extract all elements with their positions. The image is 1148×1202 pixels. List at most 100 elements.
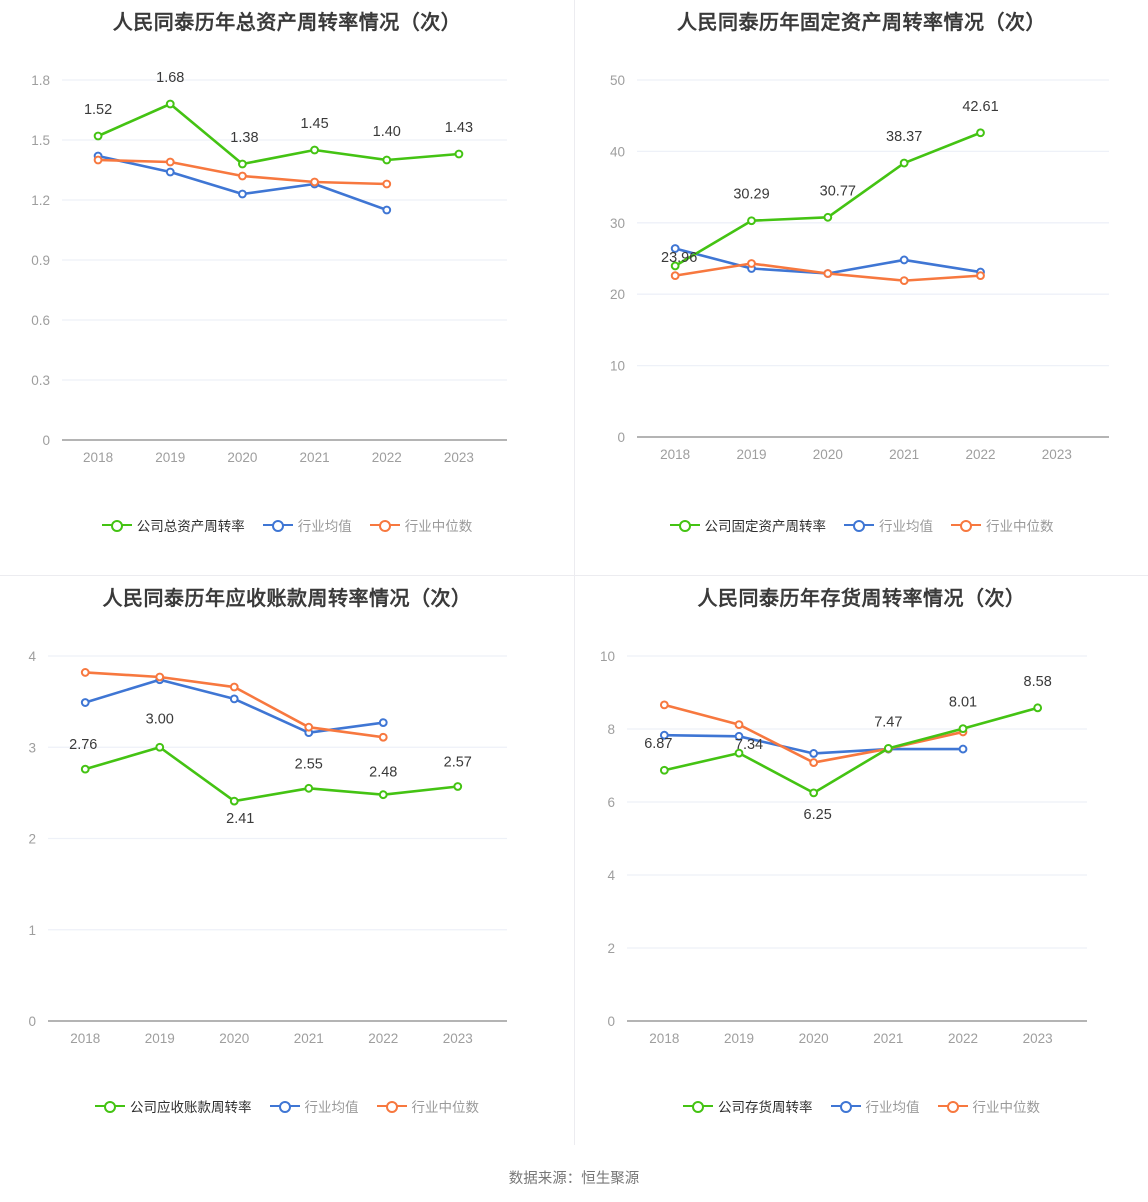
y-axis-tick-label: 1.5 — [31, 133, 50, 148]
legend-circle-icon — [378, 520, 391, 532]
x-axis-tick-label: 2022 — [372, 450, 402, 465]
x-axis-tick-label: 2023 — [443, 1031, 473, 1046]
data-value-label: 2.76 — [69, 737, 97, 753]
data-value-label: 1.52 — [84, 102, 112, 118]
y-axis-tick-label: 2 — [607, 941, 615, 956]
y-axis-tick-label: 1 — [28, 923, 36, 938]
chart-plot-area: 0 10 20 30 40 50 2018 2019 2020 2021 2022 2023 23.96… — [575, 0, 1148, 575]
data-value-label: 1.40 — [373, 124, 401, 140]
legend-item[interactable]: 行业均值 — [262, 515, 352, 535]
legend-item[interactable]: 公司应收账款周转率 — [95, 1096, 252, 1116]
data-value-label: 8.58 — [1024, 674, 1052, 690]
y-axis-tick-label: 2 — [28, 832, 36, 847]
y-axis-tick-label: 10 — [600, 649, 615, 664]
series-line — [663, 706, 1039, 795]
data-value-label: 30.77 — [820, 183, 856, 199]
legend-item[interactable]: 公司总资产周转率 — [101, 515, 245, 535]
x-axis-tick-label: 2020 — [227, 450, 257, 465]
data-value-label: 7.47 — [874, 714, 902, 730]
data-point — [304, 722, 314, 732]
data-point — [809, 758, 819, 767]
data-point — [238, 171, 247, 181]
data-point — [165, 99, 175, 109]
chart-legend: 公司应收账款周转率 行业均值 行业中位数 — [0, 1096, 574, 1116]
data-point — [809, 749, 819, 758]
legend-item[interactable]: 行业中位数 — [951, 515, 1054, 535]
data-value-label: 3.00 — [146, 711, 174, 727]
legend-marker-icon — [101, 518, 132, 532]
legend-item[interactable]: 行业均值 — [830, 1096, 920, 1116]
legend-item[interactable]: 公司固定资产周转率 — [669, 515, 826, 535]
data-point — [238, 189, 247, 199]
legend-item[interactable]: 行业中位数 — [376, 1096, 480, 1116]
data-point — [976, 128, 985, 138]
y-axis-tick-label: 6 — [607, 795, 615, 810]
chart-panel-receivables-turnover: 人民同泰历年应收账款周转率情况（次） 0 1 2 3 4 2018 2019 2020 2021… — [0, 575, 574, 1145]
legend-label: 行业均值 — [865, 1100, 920, 1115]
data-point — [899, 255, 909, 265]
data-point — [899, 158, 909, 168]
y-axis-tick-label: 20 — [610, 287, 625, 302]
y-axis-tick-label: 0.9 — [31, 253, 50, 268]
data-value-label: 1.68 — [156, 70, 184, 86]
legend-circle-icon — [104, 1101, 116, 1113]
y-axis-tick-label: 0.3 — [31, 373, 50, 388]
chart-title: 人民同泰历年应收账款周转率情况（次） — [102, 588, 472, 610]
legend-marker-icon — [951, 518, 981, 532]
legend-item[interactable]: 行业均值 — [269, 1096, 359, 1116]
x-axis-tick-label: 2019 — [155, 450, 185, 465]
legend-circle-icon — [110, 520, 123, 532]
legend-marker-icon — [830, 1099, 861, 1113]
legend-marker-icon — [844, 518, 874, 532]
data-point — [155, 742, 165, 752]
data-point — [382, 155, 392, 165]
data-point — [382, 205, 392, 215]
data-value-label: 1.38 — [230, 130, 258, 146]
legend-marker-icon — [262, 518, 293, 532]
data-point — [378, 732, 388, 742]
chart-title: 人民同泰历年总资产周转率情况（次） — [112, 12, 462, 34]
y-axis-tick-label: 1.2 — [31, 193, 50, 208]
data-point — [382, 179, 392, 189]
data-point — [823, 212, 833, 222]
legend-circle-icon — [271, 520, 284, 532]
data-point — [80, 764, 90, 774]
legend-marker-icon — [369, 518, 400, 532]
data-point — [670, 271, 680, 281]
x-axis-tick-label: 2019 — [724, 1031, 754, 1046]
data-point — [734, 731, 744, 741]
data-point — [378, 718, 388, 728]
x-axis-tick-label: 2021 — [889, 447, 919, 462]
legend-marker-icon — [269, 1099, 300, 1113]
legend-label: 行业中位数 — [411, 1100, 480, 1115]
x-axis-tick-label: 2022 — [368, 1031, 398, 1046]
data-point — [93, 131, 103, 141]
data-point — [93, 155, 103, 165]
legend-item[interactable]: 公司存货周转率 — [683, 1096, 813, 1116]
x-axis-tick-label: 2019 — [736, 447, 766, 462]
data-point — [378, 790, 388, 800]
data-point — [734, 720, 744, 730]
series-line — [96, 102, 461, 166]
y-axis-tick-label: 1.8 — [31, 73, 50, 88]
y-axis-tick-label: 4 — [607, 868, 615, 883]
legend-circle-icon — [278, 1101, 291, 1113]
x-axis-tick-label: 2023 — [1042, 447, 1072, 462]
data-point — [734, 748, 744, 758]
series-line — [83, 745, 460, 803]
chart-title: 人民同泰历年固定资产周转率情况（次） — [677, 12, 1046, 34]
legend-item[interactable]: 行业中位数 — [369, 515, 473, 535]
y-axis-tick-label: 0 — [42, 433, 50, 448]
legend-label: 行业中位数 — [404, 519, 473, 534]
legend-label: 行业均值 — [304, 1100, 359, 1115]
legend-item[interactable]: 行业中位数 — [937, 1096, 1040, 1116]
y-axis-tick-label: 0 — [28, 1014, 36, 1029]
legend-item[interactable]: 行业均值 — [844, 515, 933, 535]
chart-title: 人民同泰历年存货周转率情况（次） — [697, 588, 1026, 610]
legend-marker-icon — [376, 1099, 407, 1113]
data-value-label: 6.25 — [804, 807, 832, 823]
x-axis-tick-label: 2019 — [145, 1031, 175, 1046]
chart-plot-area: 0 2 4 6 8 10 2018 2019 2020 2021 2022 2023 6.87 7.34 6… — [575, 576, 1148, 1145]
chart-panel-inventory-turnover: 人民同泰历年存货周转率情况（次） 0 2 4 6 8 10 2018 2019 2020 2021… — [574, 575, 1148, 1145]
data-value-label: 8.01 — [949, 695, 977, 711]
